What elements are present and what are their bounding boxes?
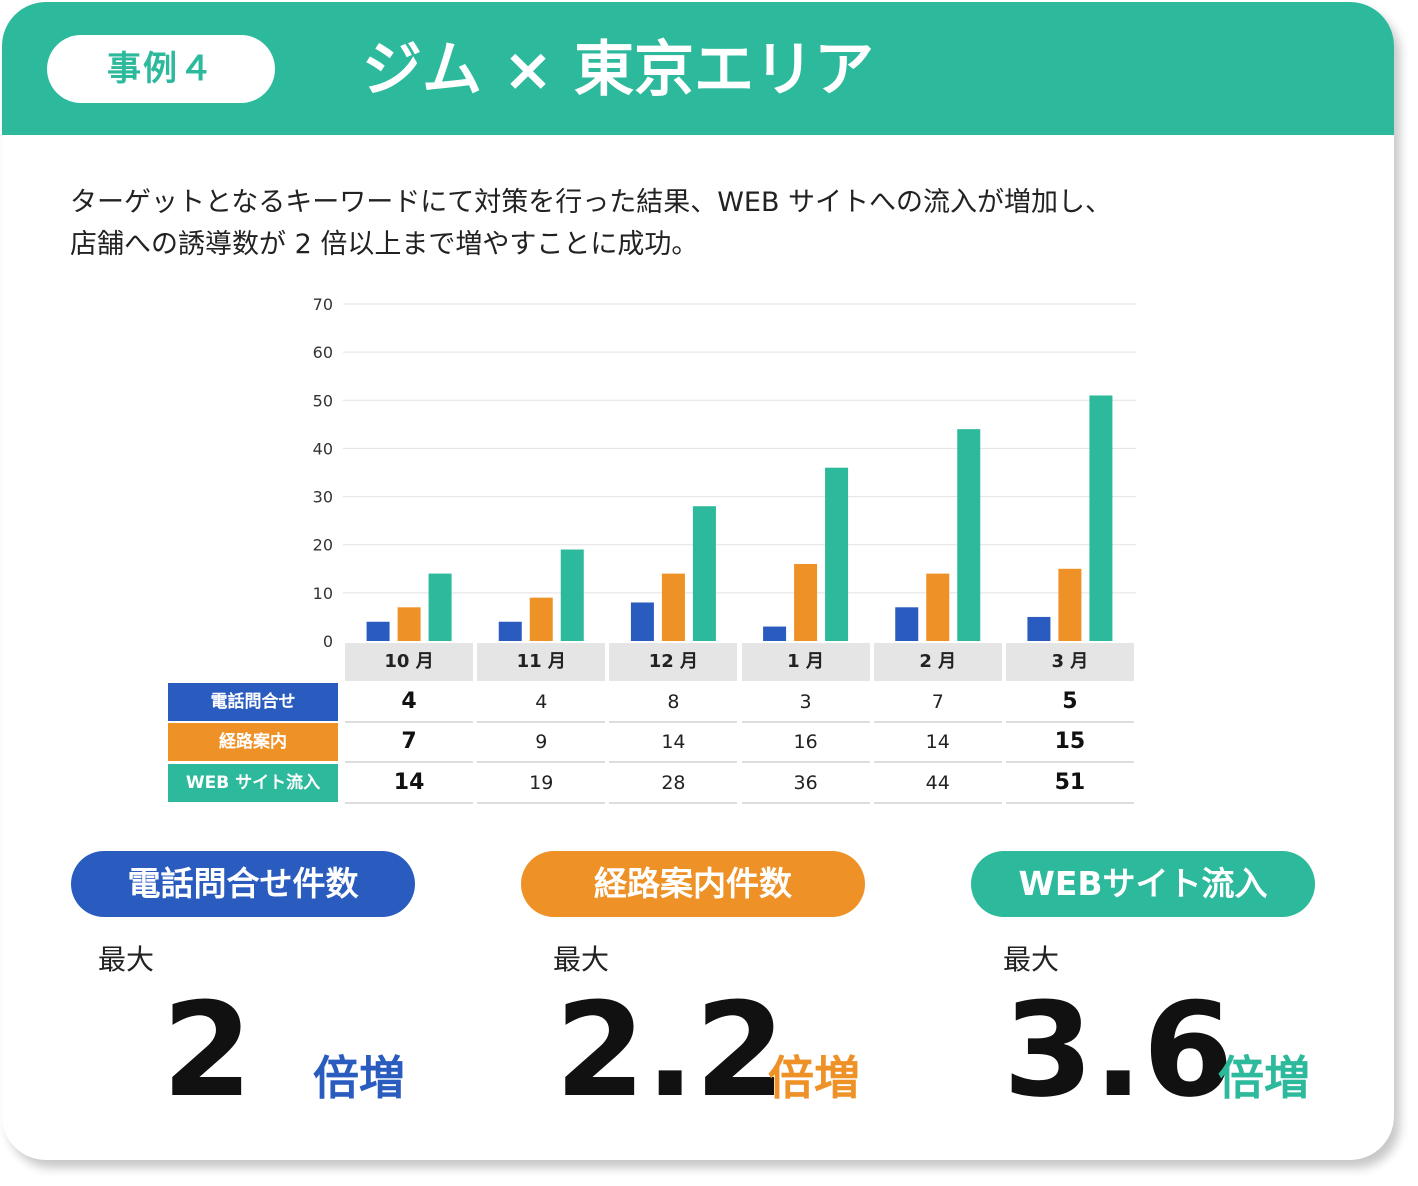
y-tick-label: 60 (313, 343, 333, 362)
x-tick-label: 10 月 (345, 643, 474, 681)
case-title: ジム × 東京エリア (362, 35, 875, 105)
x-tick-label: 12 月 (609, 643, 738, 681)
y-tick-label: 20 (313, 536, 333, 555)
bar-chart: 0 10 20 30 40 50 60 70 (313, 295, 1136, 650)
stat-suffix-phone: 倍増 (313, 1051, 405, 1105)
bar-route (529, 597, 553, 641)
stat-label-route: 経路案内件数 (521, 851, 865, 917)
intro-line-2: 店舗への誘導数が 2 倍以上まで増やすことに成功。 (70, 229, 699, 260)
y-tick-label: 70 (313, 295, 333, 314)
stat-value-web: 3.6 (1003, 974, 1234, 1126)
y-tick-label: 40 (313, 439, 333, 458)
bar-route (926, 573, 950, 641)
bar-phone (366, 621, 390, 641)
y-tick-label: 30 (313, 488, 333, 507)
stat-suffix-web: 倍増 (1218, 1051, 1310, 1105)
bar-phone (498, 621, 522, 641)
bar-phone (630, 602, 654, 641)
card-header: 事例４ ジム × 東京エリア (2, 2, 1394, 135)
data-label-route: 16 (741, 723, 870, 763)
bar-web (825, 467, 849, 641)
data-label-route: 9 (477, 723, 606, 763)
case-badge: 事例４ (47, 35, 275, 103)
x-tick-label: 11 月 (477, 643, 606, 681)
x-tick-label: 3 月 (1005, 643, 1134, 681)
bar-route (661, 573, 685, 641)
stat-suffix-route: 倍増 (768, 1051, 860, 1105)
intro-line-1: ターゲットとなるキーワードにて対策を行った結果、WEB サイトへの流入が増加し、 (70, 187, 1113, 218)
y-tick-label: 50 (313, 391, 333, 410)
legend-web: WEB サイト流入 (168, 764, 338, 802)
stat-value-phone: 2 (162, 974, 253, 1126)
x-tick-label: 2 月 (873, 643, 1002, 681)
stat-prefix-route: 最大 (553, 943, 610, 976)
data-label-web: 14 (345, 764, 474, 804)
data-label-phone: 4 (477, 683, 606, 723)
data-label-phone: 4 (345, 683, 474, 723)
bar-web (957, 429, 981, 641)
data-label-phone: 7 (873, 683, 1002, 723)
legend-phone: 電話問合せ (168, 683, 338, 721)
data-label-phone: 8 (609, 683, 738, 723)
stat-label-web: WEBサイト流入 (971, 851, 1315, 917)
bar-route (794, 563, 818, 641)
data-label-web: 44 (873, 764, 1002, 804)
x-tick-label: 1 月 (741, 643, 870, 681)
y-tick-label: 10 (313, 584, 333, 603)
bar-web (692, 506, 716, 641)
data-label-route: 14 (873, 723, 1002, 763)
bar-phone (895, 607, 919, 641)
data-label-route: 7 (345, 723, 474, 763)
bar-web (1089, 395, 1113, 641)
bar-phone (763, 626, 787, 641)
bar-web (560, 549, 584, 641)
bar-route (1058, 568, 1082, 641)
data-label-phone: 3 (741, 683, 870, 723)
data-label-web: 51 (1005, 764, 1134, 804)
data-label-phone: 5 (1005, 683, 1134, 723)
data-label-web: 19 (477, 764, 606, 804)
case-card: 事例４ ジム × 東京エリア ターゲットとなるキーワードにて対策を行った結果、W… (2, 2, 1394, 1160)
data-label-route: 15 (1005, 723, 1134, 763)
bar-phone (1027, 616, 1051, 641)
stat-value-route: 2.2 (555, 974, 786, 1126)
legend-route: 経路案内 (168, 723, 338, 761)
stat-prefix-phone: 最大 (98, 943, 155, 976)
stat-prefix-web: 最大 (1003, 943, 1060, 976)
bar-route (397, 607, 421, 641)
intro-text: ターゲットとなるキーワードにて対策を行った結果、WEB サイトへの流入が増加し、… (70, 182, 1340, 266)
bar-web (428, 573, 452, 641)
y-tick-label: 0 (323, 632, 333, 650)
data-label-route: 14 (609, 723, 738, 763)
stat-label-phone: 電話問合せ件数 (71, 851, 415, 917)
data-label-web: 36 (741, 764, 870, 804)
data-label-web: 28 (609, 764, 738, 804)
